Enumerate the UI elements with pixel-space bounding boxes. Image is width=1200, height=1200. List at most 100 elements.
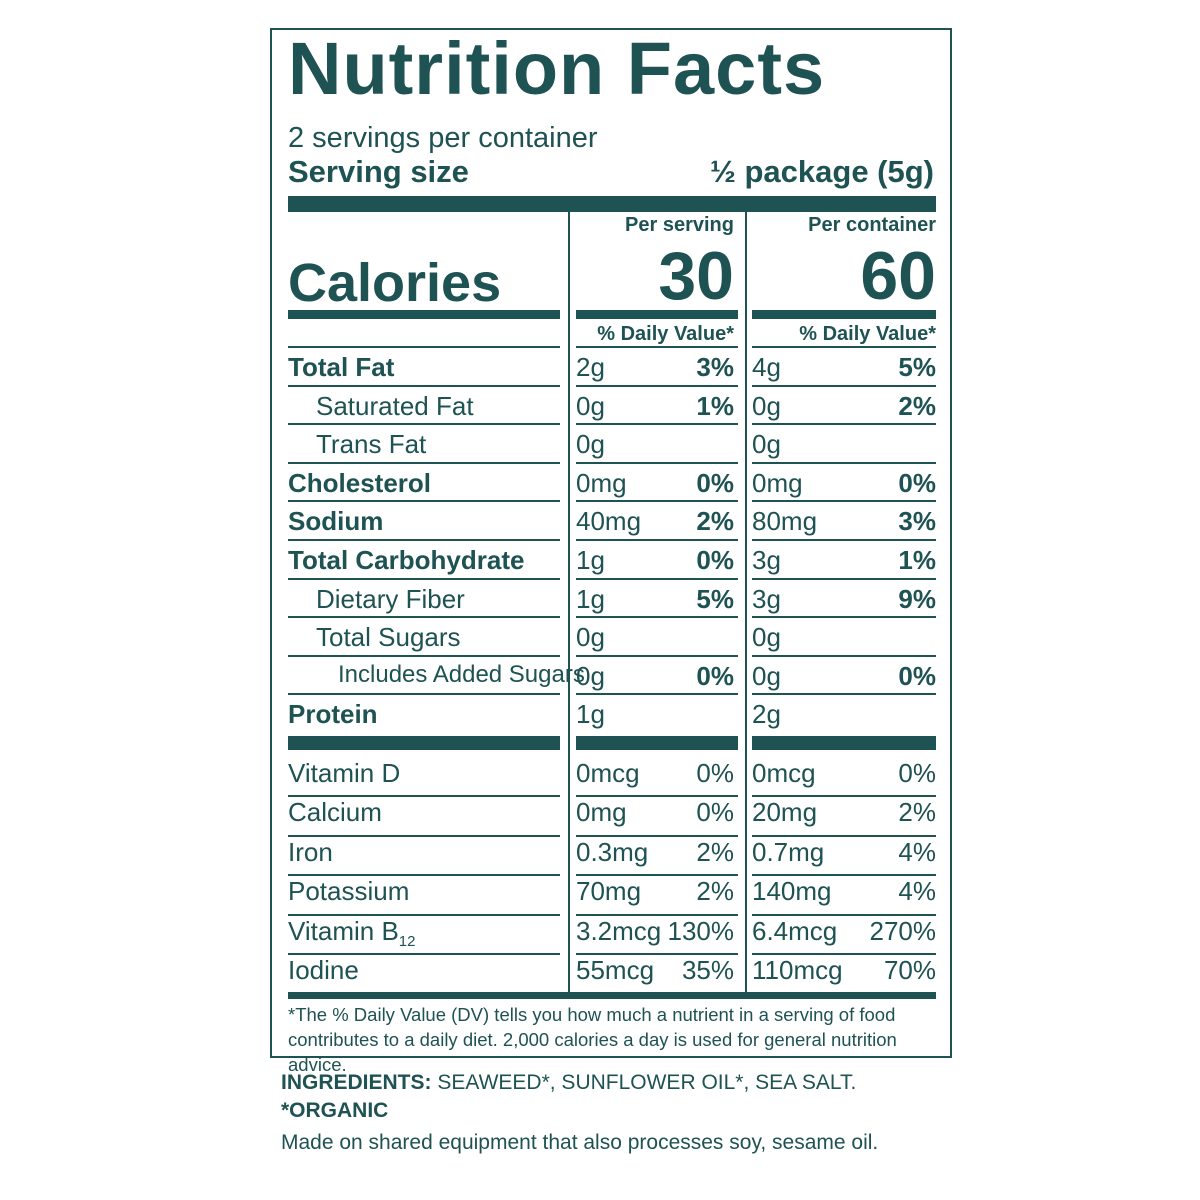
- column-divider-container: [745, 212, 747, 994]
- container-daily-value: 70%: [883, 955, 936, 985]
- serving-daily-value: 130%: [667, 915, 735, 946]
- serving-size-value: ½ package (5g): [710, 154, 934, 189]
- calories-per-serving: 30: [658, 238, 734, 314]
- per-serving-label: Per serving: [625, 214, 734, 236]
- container-amount: 80mg: [752, 506, 818, 537]
- serving-amount: 0.3mg: [576, 836, 649, 867]
- vitamin-divider-name: [288, 736, 560, 750]
- row-divider: [752, 795, 936, 798]
- row-divider: [576, 346, 738, 348]
- daily-value-label-serving: % Daily Value*: [597, 323, 734, 345]
- serving-amount: 0mg: [576, 467, 627, 498]
- container-amount: 0g: [752, 660, 781, 691]
- nutrient-name: Total Carbohydrate: [288, 545, 525, 575]
- container-daily-value: 0%: [898, 758, 936, 788]
- serving-daily-value: 0%: [696, 467, 734, 498]
- vitamin-divider-serving: [576, 736, 738, 750]
- row-divider: [752, 913, 936, 916]
- row-divider: [752, 953, 936, 955]
- container-daily-value: 4%: [898, 836, 936, 867]
- container-daily-value: 0%: [898, 467, 936, 498]
- daily-value-label-container: % Daily Value*: [799, 323, 936, 345]
- ingredients-line: INGREDIENTS: SEAWEED*, SUNFLOWER OIL*, S…: [281, 1071, 856, 1095]
- nutrient-name: Sodium: [288, 506, 384, 537]
- row-divider: [288, 913, 560, 916]
- serving-amount: 0mcg: [576, 758, 640, 788]
- vitamin-name-text: Iodine: [288, 955, 359, 985]
- row-divider: [576, 913, 738, 916]
- row-divider: [752, 874, 936, 877]
- daily-value-footnote: *The % Daily Value (DV) tells you how mu…: [288, 1004, 897, 1075]
- container-amount: 110mcg: [752, 955, 843, 985]
- vitamin-name: Calcium: [288, 799, 382, 825]
- container-daily-value: 5%: [898, 352, 936, 382]
- vitamin-name: Potassium: [288, 878, 409, 904]
- nutrient-name: Saturated Fat: [316, 390, 474, 421]
- serving-amount: 1g: [576, 545, 605, 575]
- serving-daily-value: 3%: [696, 352, 734, 382]
- row-divider: [752, 616, 936, 619]
- vitamin-subscript: 12: [398, 932, 416, 950]
- serving-amount: 1g: [576, 699, 605, 730]
- serving-amount: 0g: [576, 622, 605, 653]
- nutrient-name: Total Sugars: [316, 622, 461, 653]
- vitamin-name: Vitamin D: [288, 760, 400, 786]
- serving-amount: 3.2mcg: [576, 915, 662, 946]
- container-amount: 6.4mcg: [752, 915, 838, 946]
- container-daily-value: 9%: [898, 583, 936, 614]
- serving-amount: 1g: [576, 583, 605, 614]
- serving-daily-value: 2%: [696, 876, 734, 907]
- container-amount: 0mg: [752, 467, 803, 498]
- ingredients-text: SEAWEED*, SUNFLOWER OIL*, SEA SALT.: [431, 1071, 857, 1094]
- container-daily-value: 3%: [898, 506, 936, 537]
- vitamin-name-text: Calcium: [288, 797, 382, 828]
- container-daily-value: 2%: [898, 797, 936, 828]
- serving-amount: 55mcg: [576, 955, 655, 985]
- serving-daily-value: 5%: [696, 583, 734, 614]
- row-divider: [288, 834, 560, 837]
- nutrient-name: Protein: [288, 699, 378, 730]
- serving-amount: 0mg: [576, 797, 627, 828]
- label-title: Nutrition Facts: [288, 27, 826, 110]
- row-divider: [576, 795, 738, 798]
- servings-per-container: 2 servings per container: [288, 122, 598, 154]
- row-divider: [576, 539, 738, 541]
- per-container-label: Per container: [808, 214, 936, 236]
- row-divider: [576, 654, 738, 657]
- vitamin-name-text: Potassium: [288, 876, 410, 907]
- row-divider: [576, 577, 738, 580]
- vitamin-name: Vitamin B12: [288, 918, 415, 949]
- nutrient-name: Total Fat: [288, 352, 395, 382]
- container-amount: 0g: [752, 429, 781, 460]
- vitamin-name-text: Vitamin B: [288, 915, 399, 946]
- container-daily-value: 2%: [898, 390, 936, 421]
- organic-note: *ORGANIC: [281, 1099, 389, 1122]
- row-divider: [576, 461, 738, 464]
- row-divider: [288, 423, 560, 426]
- row-divider: [288, 795, 560, 798]
- calories-divider-container: [752, 310, 936, 319]
- row-divider: [288, 500, 560, 503]
- calories-divider-serving: [576, 310, 738, 319]
- container-amount: 0g: [752, 390, 781, 421]
- row-divider: [752, 654, 936, 657]
- vitamin-name-text: Iron: [288, 836, 333, 867]
- container-amount: 140mg: [752, 876, 832, 907]
- row-divider: [288, 616, 560, 619]
- container-amount: 2g: [752, 699, 781, 730]
- serving-daily-value: 2%: [696, 506, 734, 537]
- container-amount: 3g: [752, 583, 781, 614]
- serving-daily-value: 0%: [696, 545, 734, 575]
- row-divider: [288, 539, 560, 541]
- vitamin-divider-container: [752, 736, 936, 750]
- serving-amount: 0g: [576, 390, 605, 421]
- nutrient-name: Dietary Fiber: [316, 583, 465, 614]
- container-amount: 4g: [752, 352, 781, 382]
- nutrient-name: Includes Added Sugars: [338, 660, 585, 688]
- serving-daily-value: 2%: [696, 836, 734, 867]
- row-divider: [288, 953, 560, 955]
- row-divider: [576, 500, 738, 503]
- row-divider: [576, 384, 738, 387]
- row-divider: [752, 834, 936, 837]
- row-divider: [752, 577, 936, 580]
